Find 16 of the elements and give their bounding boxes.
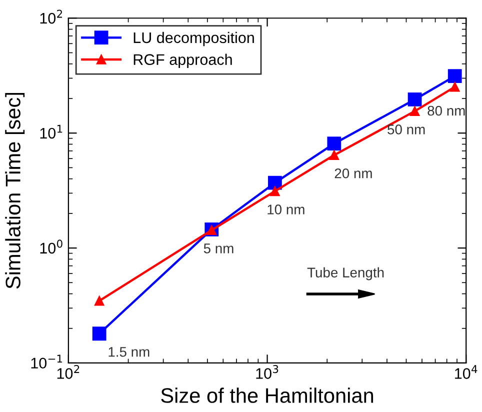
annotation: 50 nm: [388, 124, 425, 134]
x-axis-title: Size of the Hamiltonian: [161, 388, 374, 403]
annotation: 1.5 nm: [108, 347, 150, 357]
legend-label: RGF approach: [134, 54, 232, 68]
annotation: 5 nm: [204, 244, 234, 254]
annotation: Tube Length: [307, 267, 384, 280]
y-tick-label: 10$^{0}$: [40, 240, 62, 254]
annotation: 20 nm: [334, 168, 372, 178]
legend-label: LU decomposition: [134, 32, 254, 46]
y-tick-label: 10$^{1}$: [40, 124, 62, 139]
x-tick-label: 10$^{4}$: [455, 365, 478, 379]
y-tick-label: 10$^{2}$: [40, 10, 62, 24]
y-axis-title: Simulation Time [sec]: [5, 93, 25, 289]
x-tick-label: 10$^{3}$: [256, 365, 278, 379]
annotation: 80 nm: [428, 106, 465, 116]
annotation: 10 nm: [268, 204, 304, 214]
